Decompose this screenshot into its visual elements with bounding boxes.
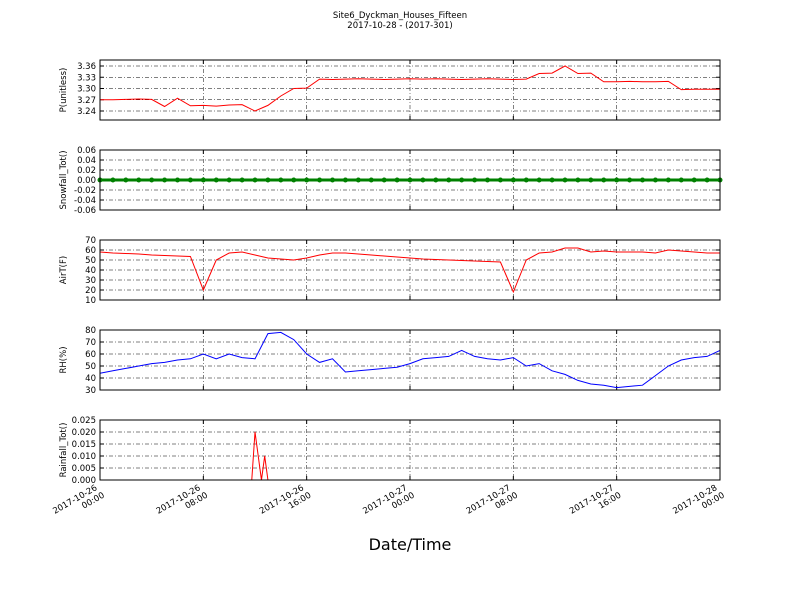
y-tick-label: 60 <box>85 246 96 256</box>
data-point <box>355 177 361 183</box>
data-point <box>614 177 620 183</box>
data-point <box>252 177 258 183</box>
axes-frame <box>99 329 721 391</box>
y-tick-label: 20 <box>85 286 96 296</box>
data-point <box>265 177 271 183</box>
y-axis-label: P(unitless) <box>59 68 69 113</box>
y-tick-label: 3.24 <box>77 107 96 117</box>
data-point <box>627 177 633 183</box>
y-tick-label: -0.04 <box>74 196 96 206</box>
data-point <box>342 177 348 183</box>
data-point <box>652 177 658 183</box>
data-point <box>278 177 284 183</box>
data-point <box>459 177 465 183</box>
figure-subtitle: 2017-10-28 - (2017-301) <box>347 21 452 31</box>
y-tick-label: -0.06 <box>74 206 96 216</box>
data-point <box>485 177 490 183</box>
y-tick-label: 3.33 <box>77 73 96 83</box>
data-point <box>446 177 452 183</box>
data-point <box>368 177 374 183</box>
data-point <box>678 177 684 183</box>
data-line <box>100 65 720 112</box>
data-point <box>330 177 335 183</box>
data-point <box>704 177 710 183</box>
y-tick-label: 10 <box>85 296 96 306</box>
y-axis-label: AirT(F) <box>59 256 69 284</box>
data-point <box>575 177 581 183</box>
data-point <box>420 177 426 183</box>
y-axis-label: RH(%) <box>59 346 69 373</box>
y-tick-label: 0.02 <box>77 166 96 176</box>
data-point <box>123 177 129 183</box>
axes-frame <box>99 59 721 121</box>
y-tick-label: 0.020 <box>72 428 96 438</box>
y-tick-label: 0.025 <box>72 416 96 426</box>
data-point <box>549 177 555 183</box>
axes-frame <box>99 149 721 211</box>
data-point <box>239 177 245 183</box>
y-tick-label: 40 <box>85 266 96 276</box>
y-tick-label: 3.30 <box>77 85 96 95</box>
y-axis-label: Rainfall_Tot() <box>59 423 69 478</box>
data-point <box>187 177 193 183</box>
data-point <box>304 177 310 183</box>
y-tick-label: 3.27 <box>77 96 96 106</box>
data-point <box>175 177 180 183</box>
y-tick-label: 50 <box>85 256 96 266</box>
y-tick-label: 30 <box>85 386 96 396</box>
y-tick-label: 0.015 <box>72 440 96 450</box>
data-point <box>523 177 529 183</box>
data-point <box>536 177 542 183</box>
y-tick-label: 0.04 <box>77 156 96 166</box>
y-tick-label: 80 <box>85 326 96 336</box>
data-point <box>200 177 206 183</box>
data-point <box>317 177 323 183</box>
data-point <box>588 177 594 183</box>
data-point <box>136 177 142 183</box>
data-point <box>562 177 568 183</box>
y-tick-label: -0.02 <box>74 186 96 196</box>
y-tick-label: 0.005 <box>72 464 96 474</box>
data-point <box>213 177 219 183</box>
y-tick-label: 70 <box>85 338 96 348</box>
data-point <box>472 177 478 183</box>
data-point <box>381 177 387 183</box>
axes-frame <box>99 239 721 301</box>
data-point <box>110 177 116 183</box>
y-tick-label: 60 <box>85 350 96 360</box>
y-tick-label: 50 <box>85 362 96 372</box>
data-point <box>291 177 297 183</box>
data-point <box>162 177 168 183</box>
data-point <box>226 177 232 183</box>
y-tick-label: 30 <box>85 276 96 286</box>
y-tick-label: 0.00 <box>77 176 96 186</box>
y-tick-label: 0.06 <box>77 146 96 156</box>
data-point <box>394 177 400 183</box>
data-line <box>99 247 720 294</box>
y-axis-label: Snowfall_Tot() <box>59 150 69 209</box>
axes-frame <box>99 419 721 481</box>
data-point <box>497 177 503 183</box>
y-tick-label: 0.000 <box>72 476 96 486</box>
data-point <box>691 177 697 183</box>
data-point <box>407 177 413 183</box>
y-tick-label: 40 <box>85 374 96 384</box>
data-point <box>149 177 155 183</box>
data-point <box>601 177 607 183</box>
y-tick-label: 3.36 <box>77 62 96 72</box>
y-tick-label: 0.010 <box>72 452 96 462</box>
figure-title: Site6_Dyckman_Houses_Fifteen <box>333 11 467 21</box>
data-point <box>433 177 439 183</box>
data-point <box>510 177 516 183</box>
data-point <box>640 177 645 183</box>
data-point <box>665 177 671 183</box>
data-line <box>99 331 721 389</box>
x-axis-label: Date/Time <box>369 535 452 554</box>
y-tick-label: 70 <box>85 236 96 246</box>
